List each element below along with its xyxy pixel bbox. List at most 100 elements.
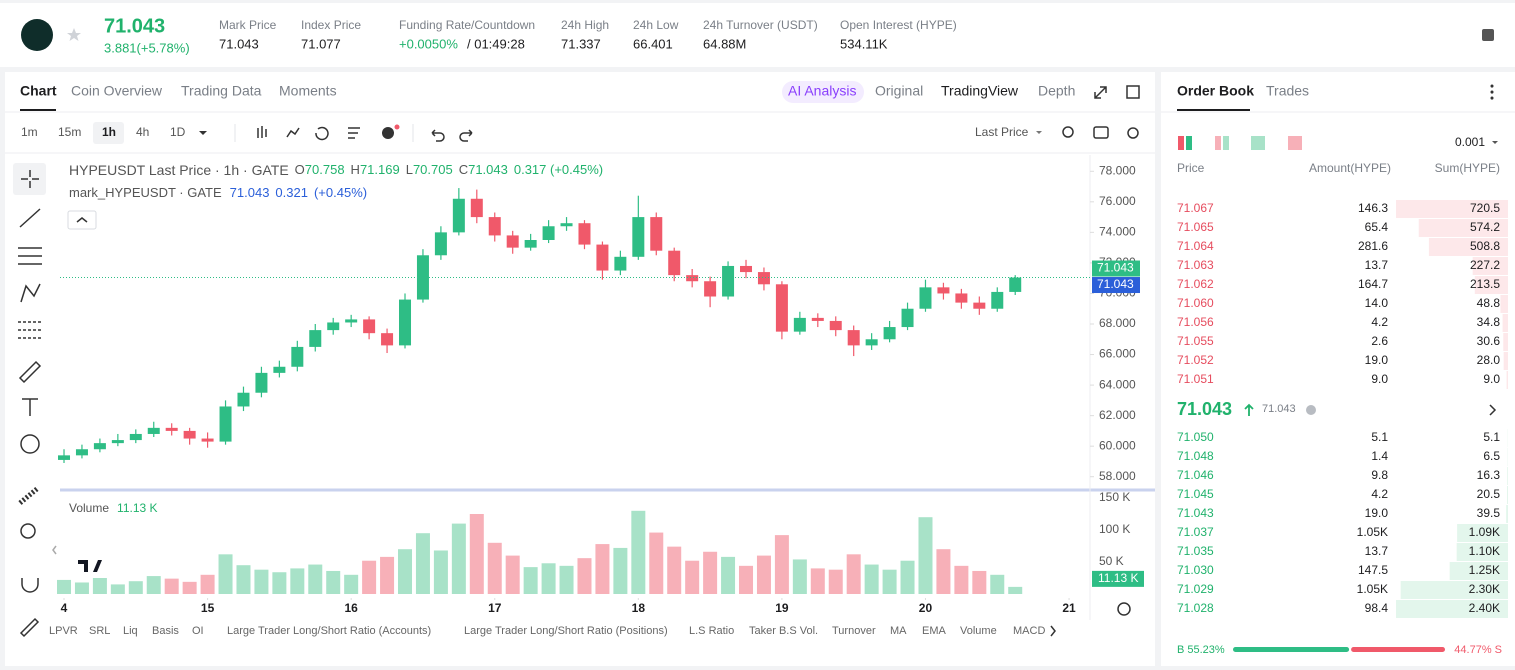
pencil-tool[interactable]	[19, 617, 40, 638]
candle-body	[596, 244, 609, 271]
ob-sum: 28.0	[1477, 353, 1501, 367]
trendline-tool[interactable]	[19, 208, 41, 228]
depth-bar	[1503, 352, 1508, 370]
layout-icon[interactable]	[1178, 136, 1184, 150]
layout-icon[interactable]	[1251, 136, 1265, 150]
tab-underline	[20, 109, 56, 111]
zoom-tool[interactable]	[20, 523, 36, 539]
channel-tool[interactable]	[18, 247, 42, 265]
text-tool[interactable]	[22, 398, 38, 416]
chart-tab[interactable]: Coin Overview	[71, 83, 163, 99]
info-icon[interactable]	[1306, 405, 1316, 415]
depth-bar	[1506, 505, 1508, 523]
view-tab[interactable]: AI Analysis	[788, 83, 856, 99]
legend-key: L	[406, 162, 413, 177]
scroll-left[interactable]	[52, 545, 57, 555]
candle-body	[75, 449, 88, 456]
camera-icon[interactable]	[1093, 126, 1109, 139]
axis-settings[interactable]	[1117, 602, 1131, 616]
volume-bar	[541, 563, 556, 594]
layout-icon[interactable]	[1288, 136, 1302, 150]
volume-bar	[595, 544, 610, 594]
interval[interactable]: 1m	[21, 125, 38, 139]
col-header: Amount(HYPE)	[1309, 161, 1391, 175]
layout-icon[interactable]	[1215, 136, 1221, 150]
caret[interactable]	[1036, 131, 1042, 134]
volume-bar	[380, 556, 395, 594]
expand-icon[interactable]	[1094, 86, 1107, 99]
ob-amount: 2.6	[1371, 334, 1388, 348]
precision[interactable]: 0.001	[1455, 135, 1485, 149]
volume-bar	[918, 517, 933, 594]
indicator[interactable]: Large Trader Long/Short Ratio (Accounts)	[227, 625, 431, 637]
interval[interactable]: 1D	[170, 125, 186, 139]
candle-body	[129, 433, 142, 441]
chart-tab[interactable]: Moments	[279, 83, 337, 99]
volume-bar	[236, 565, 251, 594]
depth-bar	[1400, 581, 1508, 599]
ob-tab[interactable]: Trades	[1266, 83, 1309, 99]
volume-bar	[290, 568, 305, 594]
fib-tool[interactable]	[18, 321, 42, 339]
layout-icon[interactable]	[1223, 136, 1229, 150]
stat-label: 24h Turnover (USDT)	[703, 18, 818, 32]
scroll-right[interactable]	[1050, 625, 1056, 637]
emoji-tool[interactable]	[20, 434, 40, 454]
price-source[interactable]: Last Price	[975, 125, 1029, 139]
layout-icon[interactable]	[1186, 136, 1192, 150]
indicator[interactable]: Large Trader Long/Short Ratio (Positions…	[464, 625, 668, 637]
candle-body	[273, 366, 286, 373]
settings-icon[interactable]	[1127, 127, 1139, 139]
indicator[interactable]: LPVR	[49, 625, 78, 637]
mark-title: mark_HYPEUSDT · GATE	[69, 185, 222, 200]
indicator[interactable]: MA	[890, 625, 907, 637]
view-tab[interactable]: TradingView	[941, 83, 1019, 99]
favorite-star[interactable]	[67, 28, 81, 41]
collapse-button[interactable]	[67, 210, 97, 230]
indicator[interactable]: Volume	[960, 625, 997, 637]
ob-tab[interactable]: Order Book	[1177, 83, 1254, 99]
indicator[interactable]: EMA	[922, 625, 947, 637]
window-icon[interactable]	[1126, 85, 1140, 99]
indicator[interactable]: Basis	[152, 625, 179, 637]
brush-tool[interactable]	[18, 360, 42, 384]
chart-tab[interactable]: Trading Data	[181, 83, 262, 99]
toolbar-icons[interactable]	[257, 126, 360, 141]
candle-body	[578, 223, 591, 245]
interval[interactable]: 15m	[58, 125, 81, 139]
indicator[interactable]: L.S Ratio	[689, 625, 734, 637]
indicator[interactable]: OI	[192, 625, 204, 637]
col-header: Sum(HYPE)	[1435, 161, 1500, 175]
chart-tab[interactable]: Chart	[20, 83, 57, 99]
indicator[interactable]: SRL	[89, 625, 110, 637]
indicator[interactable]: Turnover	[832, 625, 876, 637]
caret[interactable]	[1492, 141, 1498, 144]
crosshair-tool[interactable]	[21, 170, 39, 188]
collapse-icon[interactable]	[76, 217, 88, 223]
volume-legend-value: 11.13 K	[117, 501, 157, 515]
indicator-icon[interactable]	[382, 127, 394, 139]
header-icon[interactable]	[1482, 29, 1494, 41]
volume-bar	[685, 560, 700, 594]
volume-bar	[146, 576, 161, 594]
indicator[interactable]: Taker B.S Vol.	[749, 625, 818, 637]
volume-bar	[631, 510, 646, 594]
volume-bar	[846, 554, 861, 594]
volume-bar	[864, 564, 879, 594]
chevron[interactable]	[1489, 404, 1497, 416]
search-icon[interactable]	[1062, 126, 1074, 138]
coin-logo	[21, 19, 53, 51]
view-tab[interactable]: Depth	[1038, 83, 1075, 99]
volume-bar	[810, 568, 825, 594]
y-tick-label: 66.000	[1099, 347, 1136, 361]
interval[interactable]: 4h	[136, 125, 149, 139]
indicator[interactable]: Liq	[123, 625, 138, 637]
pattern-tool[interactable]	[20, 283, 41, 303]
view-tab[interactable]: Original	[875, 83, 923, 99]
candle-body	[757, 272, 770, 285]
magnet-tool[interactable]	[21, 578, 39, 593]
caret[interactable]	[199, 131, 207, 135]
undo-redo[interactable]	[431, 129, 473, 142]
interval[interactable]: 1h	[102, 125, 116, 139]
indicator[interactable]: MACD	[1013, 625, 1045, 637]
